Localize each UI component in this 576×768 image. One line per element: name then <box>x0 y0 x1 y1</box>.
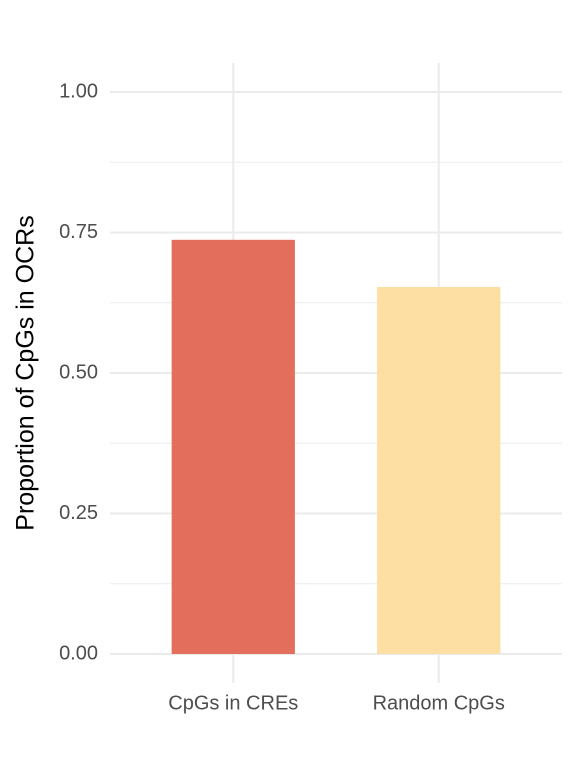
bar <box>171 239 295 655</box>
y-axis-title: Proportion of CpGs in OCRs <box>12 215 40 530</box>
x-tick-label: CpGs in CREs <box>168 692 298 714</box>
y-tick-label: 0.25 <box>59 502 98 524</box>
x-tick-label: Random CpGs <box>373 692 505 714</box>
y-tick-label: 1.00 <box>59 80 98 102</box>
y-tick-label: 0.75 <box>59 221 98 243</box>
bar <box>377 287 501 655</box>
y-tick-label: 0.50 <box>59 361 98 383</box>
y-tick-label: 0.00 <box>59 642 98 664</box>
